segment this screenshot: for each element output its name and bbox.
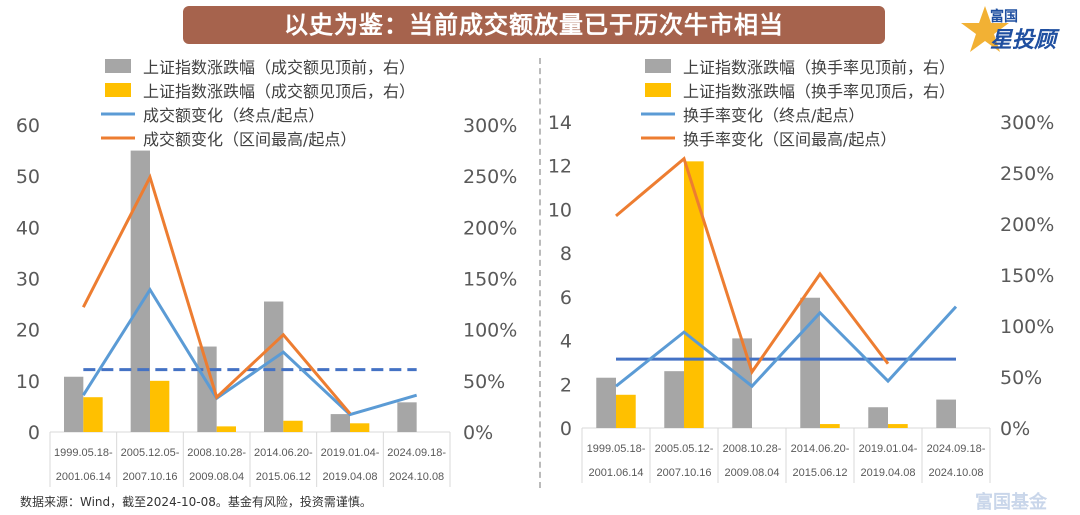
- x-tick-label: 2005.05.12-: [655, 443, 714, 455]
- bar-after: [216, 426, 236, 432]
- bar-before: [868, 407, 888, 428]
- legend-swatch: [645, 83, 671, 97]
- bar-after: [888, 424, 908, 428]
- logo-text-bottom: 星投顾: [990, 28, 1057, 53]
- y2-tick-label: 50%: [463, 371, 505, 393]
- bar-after: [283, 420, 303, 432]
- legend-label: 上证指数涨跌幅（换手率见顶后，右）: [683, 82, 955, 101]
- line-max: [81, 173, 352, 415]
- bar-before: [264, 301, 284, 432]
- chart-turnover-rate: 0 2 4 6 8 10 12 14 0% 50% 100% 150% 200% 250% 300% 1999…: [548, 58, 1054, 483]
- legend-label: 上证指数涨跌幅（成交额见顶后，右）: [143, 82, 415, 101]
- y-tick-label: 50: [16, 166, 40, 188]
- legend-label: 上证指数涨跌幅（成交额见顶前，右）: [143, 58, 415, 77]
- y-tick-label: 6: [560, 287, 572, 309]
- page-title: 以史为鉴：当前成交额放量已于历次牛市相当: [183, 6, 885, 44]
- x-tick-label: 2001.06.14: [56, 471, 111, 483]
- x-tick-label: 2014.06.20-: [791, 443, 850, 455]
- bar-after: [350, 423, 370, 432]
- x-tick-label: 2019.01.04-: [321, 447, 380, 459]
- y2-tick-label: 50%: [1000, 367, 1042, 389]
- x-tick-label: 1999.05.18-: [54, 447, 113, 459]
- y-tick-label: 40: [16, 217, 40, 239]
- watermark: 富国基金: [975, 492, 1047, 513]
- x-tick-label: 2005.12.05-: [121, 447, 180, 459]
- bar-before: [64, 376, 84, 432]
- y-tick-label: 30: [16, 269, 40, 291]
- legend-label: 成交额变化（终点/起点）: [143, 106, 324, 125]
- star-icon: [961, 6, 1009, 52]
- bar-before: [197, 346, 217, 432]
- y-tick-label: 10: [16, 371, 40, 393]
- x-tick-label: 2009.08.04: [724, 467, 779, 479]
- legend-label: 上证指数涨跌幅（换手率见顶前，右）: [683, 58, 955, 77]
- legend-label: 换手率变化（区间最高/起点）: [683, 130, 896, 149]
- y-tick-label: 60: [16, 115, 40, 137]
- x-tick-label: 2009.08.04: [189, 471, 244, 483]
- x-tick-label: 2015.06.12: [256, 471, 311, 483]
- y2-tick-label: 200%: [1000, 214, 1054, 236]
- y-tick-label: 20: [16, 320, 40, 342]
- y2-tick-label: 200%: [463, 217, 517, 239]
- y-tick-label: 14: [548, 112, 572, 134]
- bar-after: [684, 161, 704, 429]
- y-tick-label: 12: [548, 156, 572, 178]
- y2-tick-label: 250%: [1000, 163, 1054, 185]
- x-tick-label: 2008.10.28-: [723, 443, 782, 455]
- y2-tick-label: 100%: [463, 320, 517, 342]
- bar-before: [130, 150, 150, 433]
- y-tick-label: 0: [560, 418, 572, 440]
- y-tick-label: 0: [28, 422, 40, 444]
- bar-before: [664, 371, 684, 428]
- x-tick-label: 1999.05.18-: [587, 443, 646, 455]
- x-tick-label: 2007.10.16: [656, 467, 711, 479]
- bar-before: [397, 402, 417, 432]
- x-tick-label: 2015.06.12: [792, 467, 847, 479]
- y2-tick-label: 150%: [1000, 265, 1054, 287]
- chart-turnover-amount: 0 10 20 30 40 50 60 0% 50% 100% 150% 200% 250% 300% 19…: [16, 58, 517, 487]
- y-tick-label: 2: [560, 374, 572, 396]
- x-tick-label: 2024.10.08: [389, 471, 444, 483]
- y2-tick-label: 0%: [1000, 418, 1030, 440]
- y-tick-label: 10: [548, 199, 572, 221]
- y2-tick-label: 150%: [463, 269, 517, 291]
- legend-swatch: [105, 83, 131, 97]
- legend-swatch: [105, 59, 131, 73]
- x-tick-label: 2014.06.20-: [254, 447, 313, 459]
- bar-before: [330, 414, 350, 432]
- y-tick-label: 4: [560, 331, 572, 353]
- x-tick-label: 2019.04.08: [860, 467, 915, 479]
- legend-label: 换手率变化（终点/起点）: [683, 106, 864, 125]
- y-tick-label: 8: [560, 243, 572, 265]
- y2-tick-label: 300%: [463, 115, 517, 137]
- x-tick-label: 2024.09.18-: [387, 447, 446, 459]
- y2-tick-label: 0%: [463, 422, 493, 444]
- bar-after: [820, 424, 840, 428]
- bar-after: [616, 394, 636, 428]
- y2-tick-label: 250%: [463, 166, 517, 188]
- x-tick-label: 2001.06.14: [588, 467, 643, 479]
- line-end: [82, 286, 418, 417]
- x-tick-label: 2007.10.16: [122, 471, 177, 483]
- panel-divider: [539, 58, 541, 488]
- legend-swatch: [645, 59, 671, 73]
- bar-after: [150, 380, 170, 432]
- y2-tick-label: 100%: [1000, 316, 1054, 338]
- bar-before: [936, 399, 956, 428]
- x-tick-label: 2024.09.18-: [927, 443, 986, 455]
- x-tick-label: 2019.01.04-: [859, 443, 918, 455]
- bar-after: [83, 397, 103, 432]
- line-max: [615, 156, 890, 376]
- logo-text-top: 富国: [990, 9, 1018, 25]
- brand-logo: 富国 星投顾: [960, 4, 1070, 54]
- legend-label: 成交额变化（区间最高/起点）: [143, 130, 356, 149]
- x-tick-label: 2008.10.28-: [187, 447, 246, 459]
- line-end: [615, 305, 958, 389]
- x-tick-label: 2024.10.08: [928, 467, 983, 479]
- x-tick-label: 2019.04.08: [322, 471, 377, 483]
- bar-before: [596, 377, 616, 428]
- y2-tick-label: 300%: [1000, 112, 1054, 134]
- source-note: 数据来源：Wind，截至2024-10-08。基金有风险，投资需谨慎。: [20, 495, 372, 509]
